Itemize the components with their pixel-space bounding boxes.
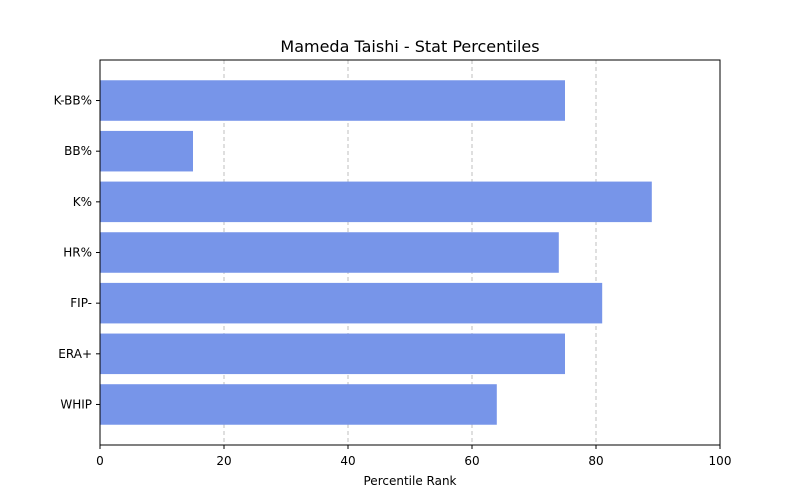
x-tick-label: 0 <box>96 454 104 468</box>
bar <box>100 282 603 324</box>
x-axis: 0 20 40 60 80 100 <box>96 445 731 468</box>
chart-title: Mameda Taishi - Stat Percentiles <box>280 37 539 56</box>
bar <box>100 130 193 172</box>
y-tick-label: HR% <box>63 246 92 260</box>
bar <box>100 333 565 375</box>
bar <box>100 181 652 223</box>
x-axis-label: Percentile Rank <box>364 474 457 488</box>
y-tick-label: BB% <box>64 144 92 158</box>
bar <box>100 384 497 425</box>
bars <box>100 80 652 425</box>
y-tick-label: WHIP <box>60 397 92 411</box>
bar <box>100 80 565 121</box>
y-tick-label: K-BB% <box>54 94 92 108</box>
x-tick-label: 40 <box>340 454 355 468</box>
bar <box>100 232 559 273</box>
x-tick-label: 60 <box>464 454 479 468</box>
y-tick-label: ERA+ <box>58 347 92 361</box>
y-tick-label: K% <box>73 195 92 209</box>
x-tick-label: 80 <box>588 454 603 468</box>
x-tick-label: 100 <box>709 454 732 468</box>
x-tick-label: 20 <box>216 454 231 468</box>
y-tick-label: FIP- <box>70 296 92 310</box>
y-axis: K-BB% BB% K% HR% FIP- ERA+ WHIP <box>54 94 100 411</box>
